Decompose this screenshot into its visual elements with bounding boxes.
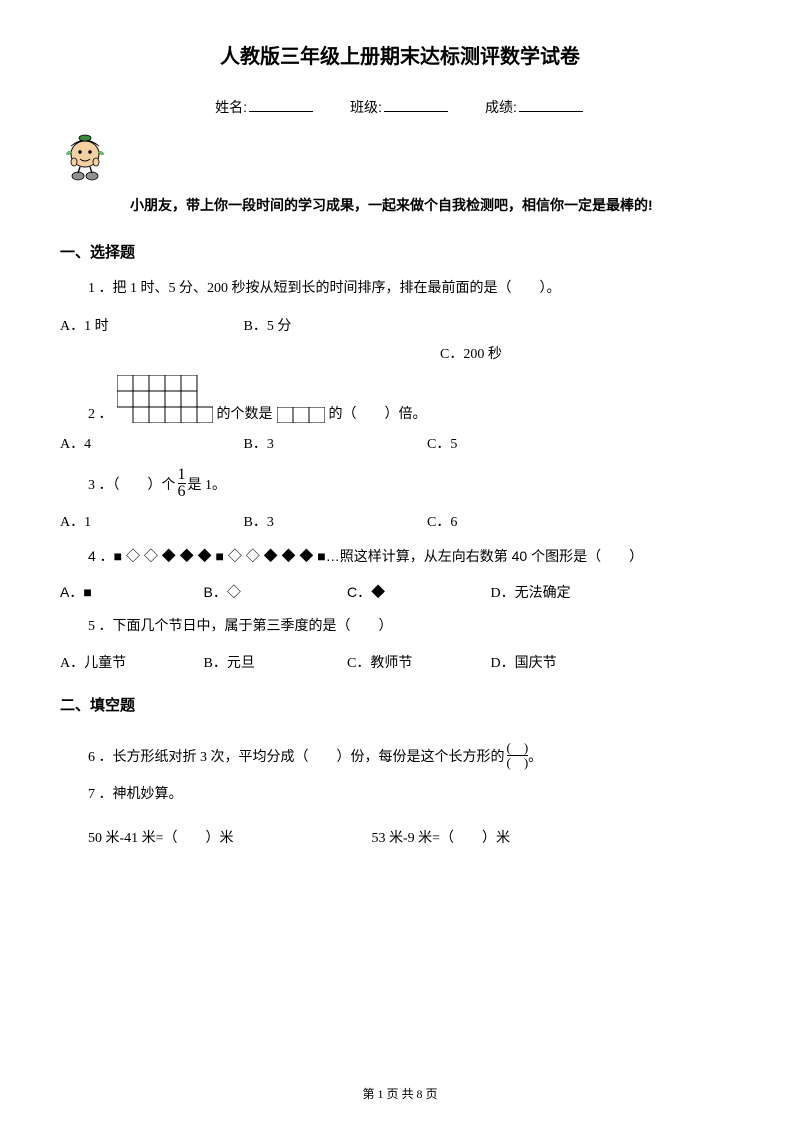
page-title: 人教版三年级上册期末达标测评数学试卷 [60, 40, 740, 69]
mascot-icon [60, 130, 110, 184]
q5-opt-b[interactable]: B．元旦 [204, 652, 344, 672]
student-info-line: 姓名: 班级: 成绩: [60, 97, 740, 117]
q1-opt-a[interactable]: A．1 时 [60, 315, 240, 335]
q2-opt-b[interactable]: B．3 [244, 433, 424, 453]
q6-frac-top: ( ) [507, 741, 529, 755]
q1-opt-c[interactable]: C．200 秒 [440, 343, 740, 363]
q3-post: 是 1。 [188, 474, 227, 494]
q5-options: A．儿童节 B．元旦 C．教师节 D．国庆节 [60, 652, 740, 672]
q2-options: A．4 B．3 C．5 [60, 433, 740, 453]
q6-fraction-blank[interactable]: ( ) ( ) [507, 741, 529, 769]
q1-opt-b[interactable]: B．5 分 [244, 315, 424, 335]
q5-opt-d[interactable]: D．国庆节 [491, 652, 631, 672]
label-score: 成绩: [485, 99, 517, 115]
q5-opt-c[interactable]: C．教师节 [347, 652, 487, 672]
section-2-header: 二、填空题 [60, 694, 740, 715]
q4-text: 4 ．■ ◇ ◇ ◆ ◆ ◆ ■ ◇ ◇ ◆ ◆ ◆ ■…照这样计算，从左向右数… [88, 543, 740, 570]
q3-frac-den: 6 [178, 483, 186, 501]
section-1-header: 一、选择题 [60, 241, 740, 262]
q6-post: 。 [528, 746, 542, 766]
q2-row: 2 ． 的个数是 的（ ）倍。 [88, 375, 740, 423]
label-class: 班级: [350, 99, 382, 115]
blank-name[interactable] [249, 111, 313, 112]
page-footer: 第 1 页 共 8 页 [60, 1085, 740, 1102]
q2-grid-small [277, 407, 325, 423]
q4-options: A．■ B．◇ C．◆ D．无法确定 [60, 582, 740, 602]
q4-opt-d[interactable]: D．无法确定 [491, 582, 631, 602]
q6-frac-bot: ( ) [507, 755, 529, 770]
q5-opt-a[interactable]: A．儿童节 [60, 652, 200, 672]
q2-opt-a[interactable]: A．4 [60, 433, 240, 453]
q7-calc-a[interactable]: 50 米-41 米=（ ）米 [88, 826, 368, 853]
q3-pre: 3 ．（ ）个 [88, 474, 176, 494]
q4-opt-b[interactable]: B．◇ [204, 582, 344, 602]
q3-opt-a[interactable]: A．1 [60, 511, 240, 531]
q1-options: A．1 时 B．5 分 [60, 315, 740, 335]
q2-tail: 的（ ）倍。 [329, 403, 427, 423]
q1-text: 1 ．把 1 时、5 分、200 秒按从短到长的时间排序，排在最前面的是（ ）。 [88, 276, 740, 303]
q3-frac-num: 1 [178, 467, 186, 484]
q7-text: 7 ．神机妙算。 [88, 782, 740, 809]
blank-score[interactable] [519, 111, 583, 112]
q6-row: 6 ．长方形纸对折 3 次，平均分成（ ）份，每份是这个长方形的 ( ) ( )… [88, 741, 740, 769]
q2-mid: 的个数是 [217, 403, 273, 423]
q7-calc-b[interactable]: 53 米-9 米=（ ）米 [372, 826, 511, 853]
q3-options: A．1 B．3 C．6 [60, 511, 740, 531]
q2-opt-c[interactable]: C．5 [427, 433, 607, 453]
label-name: 姓名: [215, 99, 247, 115]
blank-class[interactable] [384, 111, 448, 112]
encourage-text: 小朋友，带上你一段时间的学习成果，一起来做个自我检测吧，相信你一定是最棒的! [60, 195, 740, 215]
q3-opt-c[interactable]: C．6 [427, 511, 607, 531]
q4-opt-c[interactable]: C．◆ [347, 582, 487, 602]
q2-grid-large [117, 375, 213, 423]
q3-opt-b[interactable]: B．3 [244, 511, 424, 531]
q3-fraction: 1 6 [178, 467, 186, 502]
q7-calc-row: 50 米-41 米=（ ）米 53 米-9 米=（ ）米 [88, 826, 740, 853]
q5-text: 5 ．下面几个节日中，属于第三季度的是（ ） [88, 614, 740, 641]
q4-opt-a[interactable]: A．■ [60, 582, 200, 602]
q2-num: 2 ． [88, 403, 113, 423]
q6-pre: 6 ．长方形纸对折 3 次，平均分成（ ）份，每份是这个长方形的 [88, 746, 505, 766]
q3-row: 3 ．（ ）个 1 6 是 1。 [88, 467, 740, 502]
